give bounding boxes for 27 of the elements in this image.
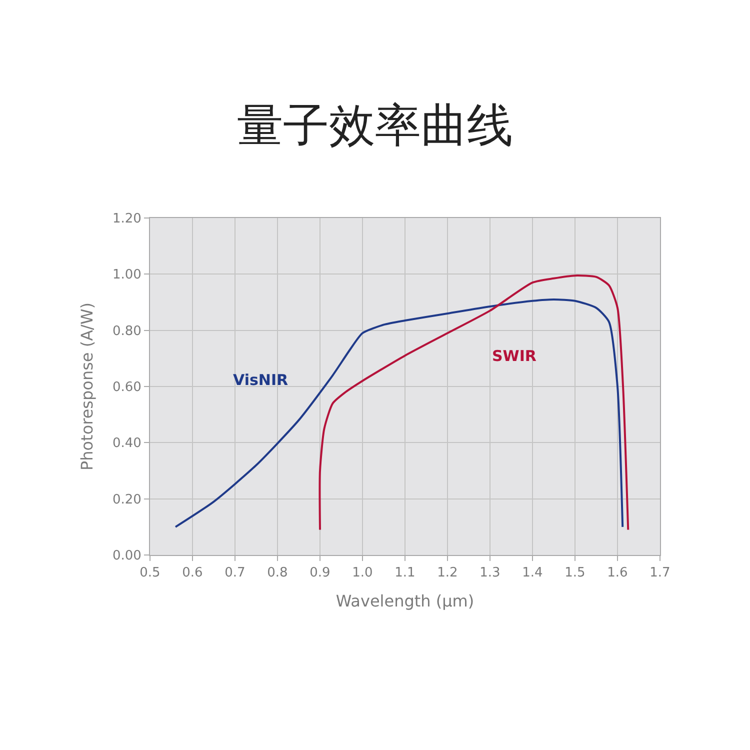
x-tick-label: 1.1 [394, 566, 416, 581]
x-tick-label: 1.6 [607, 566, 628, 581]
x-tick-label: 1.7 [650, 566, 670, 581]
y-axis-title: Photoresponse (A/W) [77, 302, 96, 471]
y-tick-label: 1.00 [112, 268, 142, 283]
x-tick-label: 0.6 [182, 566, 203, 581]
y-tick-label: 1.20 [112, 212, 142, 227]
x-tick-label: 1.4 [522, 566, 543, 581]
chart-title: 量子效率曲线 [237, 98, 513, 152]
x-tick-label: 0.7 [224, 566, 246, 581]
y-tick-label: 0.20 [112, 492, 142, 508]
x-tick-label: 0.8 [267, 566, 288, 581]
x-tick-label: 1.2 [437, 566, 458, 581]
series-label: VisNIR [233, 371, 289, 389]
y-tick-label: 0.00 [112, 548, 142, 564]
x-axis-title: Wavelength (μm) [336, 591, 474, 610]
x-tick-label: 1.5 [564, 566, 586, 581]
x-tick-label: 0.5 [140, 566, 160, 581]
x-tick-label: 1.0 [352, 566, 373, 581]
x-tick-label: 0.9 [310, 566, 330, 581]
x-tick-label: 1.3 [480, 566, 500, 581]
y-tick-label: 0.40 [112, 436, 142, 452]
text: SWIR [492, 347, 537, 365]
y-tick-label: 0.60 [112, 380, 142, 396]
line-series [174, 298, 624, 528]
line-series [318, 274, 630, 531]
y-tick-label: 0.80 [112, 324, 142, 339]
